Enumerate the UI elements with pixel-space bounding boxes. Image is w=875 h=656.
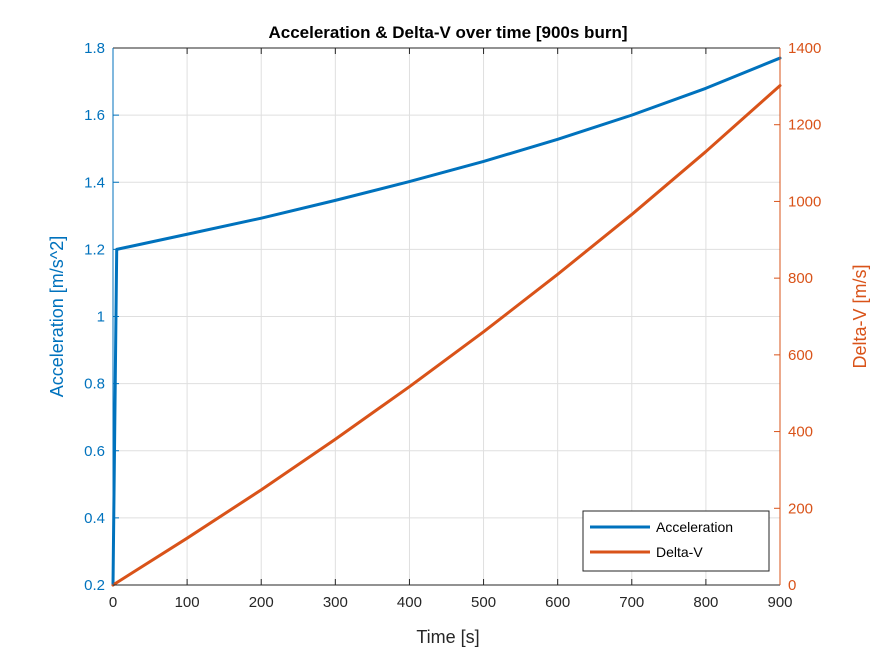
axes (112, 47, 781, 586)
legend-label-acceleration: Acceleration (656, 519, 733, 535)
y-left-tick-label: 0.4 (84, 510, 105, 527)
x-tick-label: 700 (619, 594, 644, 611)
y-axis-right-label: Delta-V [m/s] (850, 264, 870, 368)
y-axis-left-label: Acceleration [m/s^2] (47, 236, 67, 398)
x-tick-label: 800 (693, 594, 718, 611)
y-left-tick-label: 0.6 (84, 443, 105, 460)
grid-lines (113, 48, 780, 585)
x-tick-label: 200 (249, 594, 274, 611)
y-left-tick-label: 0.8 (84, 376, 105, 393)
series-line-delta-v (111, 84, 782, 587)
series-line-acceleration (111, 56, 782, 587)
x-tick-label: 600 (545, 594, 570, 611)
y-left-tick-label: 1.4 (84, 174, 105, 191)
tick-labels: 0 100 200 300 400 500 600 700 800 900 0.2 0.4 0.6 0.8… (84, 40, 821, 611)
y-left-tick-label: 1.6 (84, 107, 105, 124)
chart-title: Acceleration & Delta-V over time [900s b… (268, 23, 627, 42)
y-right-tick-label: 0 (788, 577, 796, 594)
y-right-tick-label: 1400 (788, 40, 821, 57)
y-left-tick-label: 1 (97, 309, 105, 326)
y-right-tick-label: 800 (788, 270, 813, 287)
x-tick-label: 300 (323, 594, 348, 611)
y-right-tick-label: 1000 (788, 193, 821, 210)
y-right-tick-label: 200 (788, 500, 813, 517)
y-right-tick-label: 600 (788, 347, 813, 364)
legend: Acceleration Delta-V (582, 510, 770, 572)
series-lines (111, 56, 782, 587)
y-right-tick-label: 1200 (788, 117, 821, 134)
x-axis-label: Time [s] (416, 627, 479, 647)
x-tick-label: 900 (767, 594, 792, 611)
x-tick-label: 500 (471, 594, 496, 611)
x-tick-label: 400 (397, 594, 422, 611)
y-left-tick-label: 1.2 (84, 241, 105, 258)
legend-box (582, 510, 770, 572)
y-right-tick-label: 400 (788, 424, 813, 441)
legend-label-delta-v: Delta-V (656, 544, 703, 560)
y-left-tick-label: 0.2 (84, 577, 105, 594)
x-tick-label: 0 (109, 594, 117, 611)
y-left-tick-label: 1.8 (84, 40, 105, 57)
x-tick-label: 100 (175, 594, 200, 611)
